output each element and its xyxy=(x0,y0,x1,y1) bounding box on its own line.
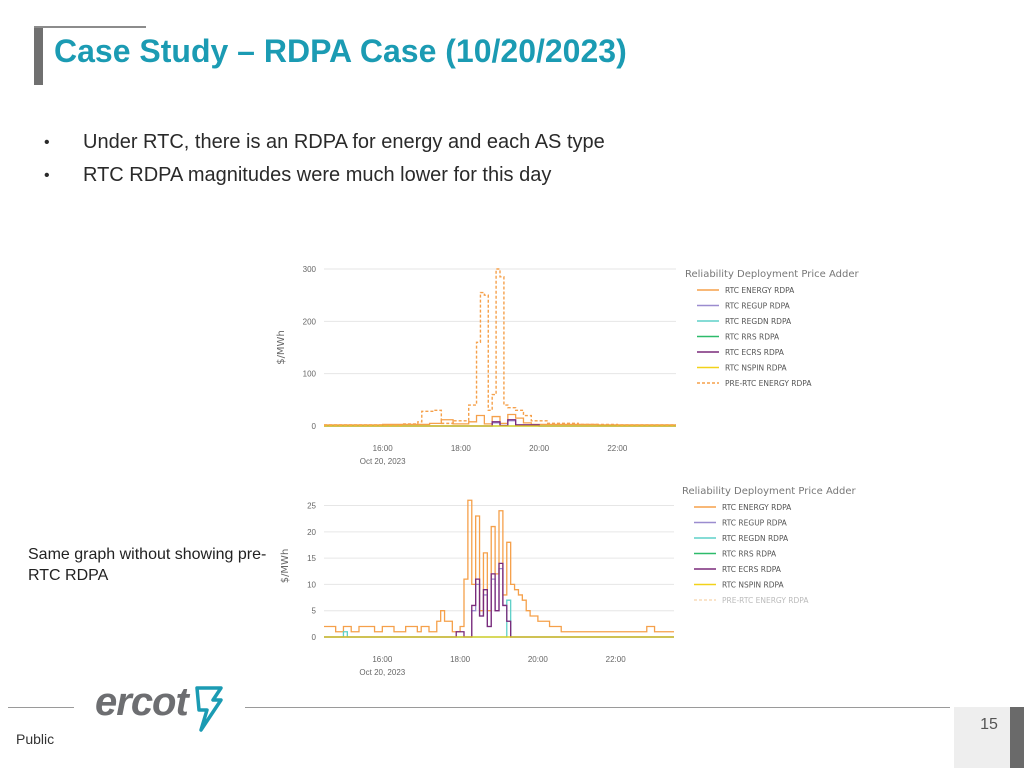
x-date-label: Oct 20, 2023 xyxy=(359,668,405,677)
legend-label: RTC REGUP RDPA xyxy=(722,519,788,528)
series-line xyxy=(324,562,674,638)
series-line xyxy=(324,499,674,633)
y-tick-label: 15 xyxy=(307,554,316,563)
legend-label: RTC NSPIN RDPA xyxy=(722,581,785,590)
slide-title: Case Study – RDPA Case (10/20/2023) xyxy=(54,33,627,69)
x-tick-label: 20:00 xyxy=(529,444,550,453)
legend-title: Reliability Deployment Price Adder xyxy=(685,269,859,280)
y-tick-label: 5 xyxy=(312,607,317,616)
legend-label: PRE-RTC ENERGY RDPA xyxy=(725,379,812,388)
y-tick-label: 100 xyxy=(303,370,317,379)
x-date-label: Oct 20, 2023 xyxy=(360,457,406,466)
y-tick-label: 300 xyxy=(303,265,317,274)
y-tick-label: 20 xyxy=(307,528,316,537)
y-axis-label: $/MWh xyxy=(276,330,287,365)
rdpa-chart-without-pre-rtc: 0 5 10 15 20 25 $/MWh 16:00 18:00 20:00 22:00 Oct 2… xyxy=(270,480,870,690)
x-tick-label: 18:00 xyxy=(450,655,471,664)
chart-svg: 0 5 10 15 20 25 $/MWh 16:00 18:00 20:00 22:00 Oct 2… xyxy=(280,486,856,677)
y-tick-label: 10 xyxy=(307,580,316,589)
x-tick-label: 22:00 xyxy=(606,655,627,664)
legend-label: RTC ENERGY RDPA xyxy=(722,503,792,512)
y-tick-label: 0 xyxy=(312,633,317,642)
legend-label: RTC ECRS RDPA xyxy=(722,565,782,574)
bullet-list: Under RTC, there is an RDPA for energy a… xyxy=(42,126,605,192)
ercot-logo: ercot xyxy=(95,680,230,732)
page-number-box xyxy=(954,707,1010,768)
legend-label: RTC NSPIN RDPA xyxy=(725,364,788,373)
footer-divider-left xyxy=(8,707,74,708)
legend-label: RTC REGDN RDPA xyxy=(725,317,792,326)
legend-label: RTC ENERGY RDPA xyxy=(725,286,795,295)
title-accent-bar xyxy=(34,26,43,85)
classification-label: Public xyxy=(16,731,55,747)
legend-label: RTC REGDN RDPA xyxy=(722,534,789,543)
y-axis-label: $/MWh xyxy=(280,549,291,584)
bullet-item: Under RTC, there is an RDPA for energy a… xyxy=(42,126,605,159)
legend-label: RTC ECRS RDPA xyxy=(725,348,785,357)
x-tick-label: 16:00 xyxy=(372,655,393,664)
y-tick-label: 200 xyxy=(303,317,317,326)
x-tick-label: 18:00 xyxy=(451,444,472,453)
title-accent-line xyxy=(34,26,146,28)
page-number: 15 xyxy=(980,716,998,733)
chart-svg: 0 100 200 300 $/MWh 16:00 18:00 20:00 22:00 Oct 2… xyxy=(276,265,859,466)
bullet-item: RTC RDPA magnitudes were much lower for … xyxy=(42,159,605,192)
y-tick-label: 25 xyxy=(307,502,316,511)
legend-label: RTC REGUP RDPA xyxy=(725,302,791,311)
series-line xyxy=(324,413,676,426)
series-line xyxy=(324,268,676,426)
footer-divider-right xyxy=(245,707,950,708)
legend-label: RTC RRS RDPA xyxy=(725,333,780,342)
rdpa-chart-with-pre-rtc: 0 100 200 300 $/MWh 16:00 18:00 20:00 22:00 Oct 2… xyxy=(270,258,870,468)
page-number-accent xyxy=(1010,707,1024,768)
x-tick-label: 20:00 xyxy=(528,655,549,664)
legend-label: RTC RRS RDPA xyxy=(722,550,777,559)
y-tick-label: 0 xyxy=(312,422,317,431)
legend-title: Reliability Deployment Price Adder xyxy=(682,486,856,497)
side-note: Same graph without showing pre-RTC RDPA xyxy=(28,546,267,584)
x-tick-label: 22:00 xyxy=(607,444,628,453)
ercot-logo-mark-icon xyxy=(195,686,223,732)
ercot-logo-text: ercot xyxy=(95,680,189,724)
legend-label: PRE-RTC ENERGY RDPA xyxy=(722,596,809,605)
x-tick-label: 16:00 xyxy=(373,444,394,453)
